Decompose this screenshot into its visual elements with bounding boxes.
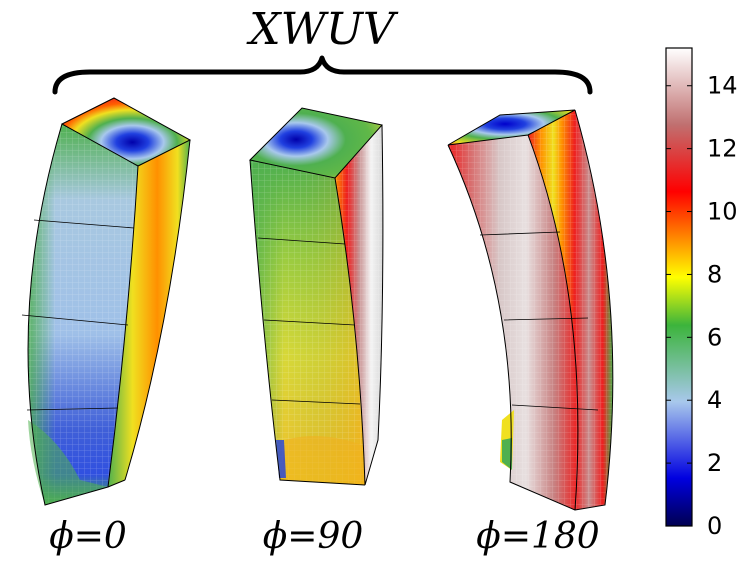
- figure-title: XWUV: [246, 4, 399, 55]
- colorbar-tick-label: 14: [707, 72, 738, 100]
- colorbar-gradient: [665, 47, 693, 527]
- colorbar-tick-label: 2: [707, 449, 722, 477]
- colorbar-tick-label: 10: [707, 198, 738, 226]
- panel-phi-180: [447, 109, 614, 511]
- panel-phi-180-top-face: [448, 110, 575, 145]
- curly-brace: [52, 55, 593, 95]
- colorbar-tick-label: 0: [707, 512, 722, 540]
- panel-phi-90: [248, 107, 384, 486]
- label-phi-180: ϕ=180: [476, 516, 599, 557]
- panel-phi-0-side-face: [108, 140, 190, 487]
- panel-phi-0-top-face: [62, 98, 190, 166]
- label-phi-0: ϕ=0: [49, 516, 127, 557]
- colorbar: 0 2 4 6 8 10 12 14: [665, 47, 738, 540]
- panel-phi-90-top-face: [250, 108, 382, 178]
- colorbar-tick-label: 4: [707, 386, 722, 414]
- label-phi-90: ϕ=90: [263, 516, 364, 557]
- colorbar-tick-label: 6: [707, 323, 722, 351]
- colorbar-tick-label: 8: [707, 260, 722, 288]
- colorbar-tick-label: 12: [707, 135, 738, 163]
- panel-phi-0: [21, 97, 192, 506]
